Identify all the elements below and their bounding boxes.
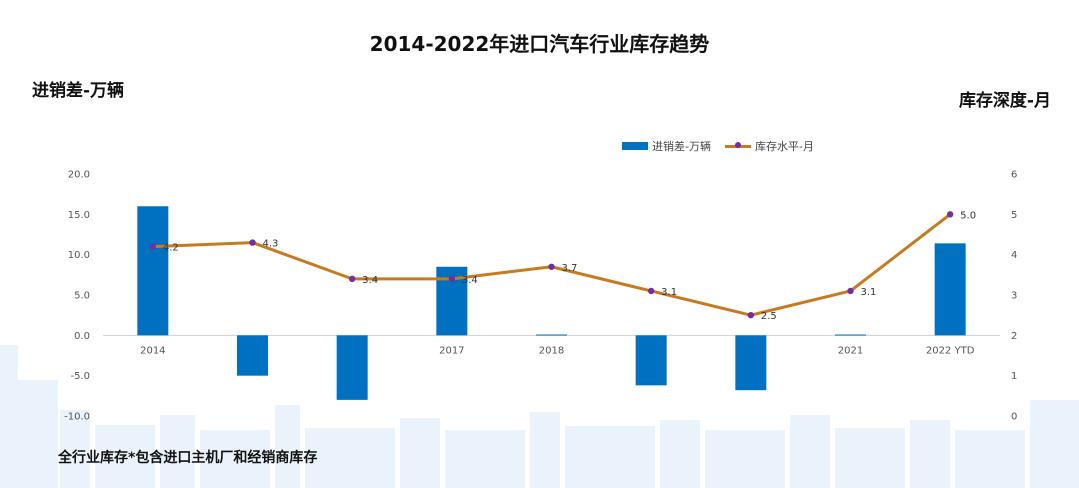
inventory-data-label: 3.7 bbox=[562, 263, 578, 274]
right-axis-tick-label: 3 bbox=[1011, 291, 1017, 302]
bar-2020 bbox=[735, 335, 767, 391]
inventory-data-label: 3.1 bbox=[661, 287, 677, 298]
right-axis-tick-label: 4 bbox=[1011, 250, 1017, 261]
legend-line-label: 库存水平-月 bbox=[754, 140, 814, 153]
x-axis-tick-label: 2018 bbox=[539, 345, 564, 356]
inventory-point-2014 bbox=[149, 243, 157, 250]
chart-legend: 进销差-万辆 库存水平-月 bbox=[622, 138, 828, 154]
legend-bar-swatch bbox=[622, 142, 648, 150]
inventory-point-2018 bbox=[548, 263, 555, 270]
right-axis-title: 库存深度-月 bbox=[958, 91, 1051, 111]
left-axis-tick-label: 5.0 bbox=[74, 291, 90, 302]
inventory-point-2020 bbox=[747, 311, 755, 319]
bar-2014 bbox=[137, 206, 169, 336]
x-axis-tick-label: 2017 bbox=[439, 345, 464, 356]
right-axis-tick-label: 5 bbox=[1011, 210, 1017, 221]
bar-2018 bbox=[536, 334, 567, 336]
x-axis-tick-label: 2021 bbox=[838, 345, 863, 356]
inventory-point-2019 bbox=[647, 287, 655, 295]
left-axis-title: 进销差-万辆 bbox=[32, 81, 125, 101]
right-axis-tick-label: 0 bbox=[1011, 412, 1017, 423]
left-axis-tick-label: 10.0 bbox=[68, 250, 90, 261]
inventory-point-2016 bbox=[348, 275, 356, 283]
left-axis-tick-label: -5.0 bbox=[70, 371, 90, 382]
inventory-data-label: 2.5 bbox=[761, 311, 777, 322]
right-axis-tick-label: 2 bbox=[1011, 331, 1017, 342]
inventory-data-label: 4.2 bbox=[163, 243, 179, 254]
inventory-data-label: 5.0 bbox=[960, 210, 976, 221]
inventory-point-2017 bbox=[448, 275, 456, 283]
inventory-point-2015 bbox=[249, 239, 256, 246]
right-axis-tick-label: 1 bbox=[1011, 371, 1017, 382]
bar-2015 bbox=[237, 335, 268, 376]
x-axis-tick-label: 2014 bbox=[140, 345, 165, 356]
bar-2016 bbox=[336, 335, 368, 400]
left-axis-tick-label: -10.0 bbox=[64, 412, 90, 423]
legend-item-line: 库存水平-月 bbox=[724, 138, 814, 154]
left-axis-tick-label: 20.0 bbox=[68, 170, 90, 181]
bar-2022 YTD bbox=[934, 243, 966, 336]
inventory-data-label: 3.1 bbox=[861, 287, 877, 298]
chart-title: 2014-2022年进口汽车行业库存趋势 bbox=[369, 32, 710, 56]
inventory-data-label: 3.4 bbox=[362, 275, 378, 286]
left-axis-tick-label: 0.0 bbox=[74, 331, 90, 342]
legend-bar-label: 进销差-万辆 bbox=[652, 140, 711, 153]
bar-2021 bbox=[835, 334, 866, 336]
inventory-data-label: 3.4 bbox=[462, 275, 478, 286]
inventory-data-label: 4.3 bbox=[263, 239, 279, 250]
legend-item-bar: 进销差-万辆 bbox=[622, 138, 711, 154]
footnote: 全行业库存*包含进口主机厂和经销商库存 bbox=[58, 450, 318, 466]
left-axis-tick-label: 15.0 bbox=[68, 210, 90, 221]
inventory-point-2022 YTD bbox=[946, 211, 954, 218]
inventory-point-2021 bbox=[847, 287, 854, 295]
bar-2019 bbox=[635, 335, 667, 386]
legend-line-swatch bbox=[724, 142, 751, 148]
right-axis-tick-label: 6 bbox=[1011, 170, 1017, 181]
x-axis-tick-label: 2022 YTD bbox=[926, 345, 975, 356]
